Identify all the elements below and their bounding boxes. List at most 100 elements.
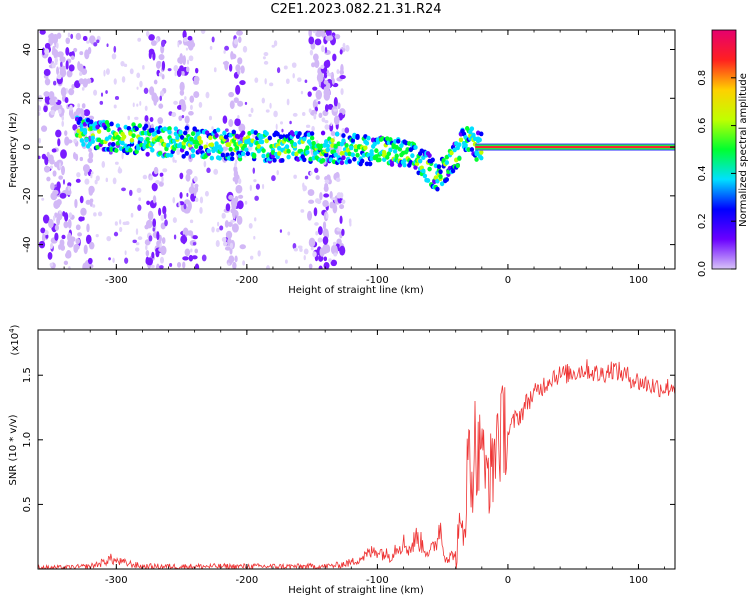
- spectrogram-noise-mark: [65, 87, 68, 94]
- spectrogram-noise-mark: [242, 260, 246, 266]
- spectrogram-noise-mark: [46, 151, 50, 158]
- spectrogram-ridge-mark: [466, 147, 471, 153]
- spectrogram-ridge-mark: [422, 173, 428, 179]
- spectrogram-noise-mark: [157, 117, 164, 125]
- spectrogram-ridge-mark: [84, 137, 89, 143]
- spectrogram-noise-mark: [129, 189, 133, 196]
- spectrogram-ridge-mark: [339, 160, 345, 166]
- spectrogram-noise-mark: [188, 110, 194, 116]
- spectrogram-noise-mark: [65, 37, 71, 45]
- spectrogram-noise-mark: [205, 92, 209, 98]
- spectrogram-noise-mark: [52, 170, 57, 177]
- spectrogram-ridge-mark: [96, 137, 102, 143]
- spectrogram-noise-mark: [319, 192, 323, 201]
- spectrogram-noise-mark: [52, 215, 56, 222]
- spectrogram-noise-mark: [78, 216, 84, 222]
- x-tick-label: -300: [105, 275, 128, 286]
- spectrogram-noise-mark: [52, 34, 59, 41]
- spectrogram-noise-mark: [123, 63, 128, 68]
- spectrogram-ridge-mark: [78, 116, 83, 122]
- spectrogram-ridge-mark: [137, 123, 143, 129]
- spectrogram-noise-mark: [57, 51, 64, 58]
- spectrogram-noise-mark: [88, 241, 95, 250]
- spectrogram-noise-mark: [49, 262, 54, 267]
- spectrogram-ridge-mark: [217, 155, 222, 161]
- spectrogram-ridge-mark: [226, 142, 232, 148]
- spectrogram-ridge-mark: [164, 146, 169, 152]
- spectrogram-noise-mark: [326, 35, 334, 41]
- spectrogram-noise-mark: [224, 45, 230, 51]
- spectrogram-ridge-mark: [197, 135, 202, 141]
- spectrogram-noise-mark: [239, 244, 246, 250]
- spectrogram-noise-mark: [310, 246, 314, 251]
- colorbar-tick-label: 0.2: [697, 213, 708, 229]
- spectrogram-noise-mark: [194, 197, 199, 203]
- spectrogram-noise-mark: [254, 195, 259, 201]
- spectrogram-noise-mark: [194, 248, 199, 254]
- spectrogram-ridge-mark: [355, 135, 360, 140]
- spectrogram-noise-mark: [56, 181, 61, 190]
- spectrogram-ridge-mark: [256, 148, 262, 154]
- spectrogram-ridge-mark: [438, 169, 443, 175]
- spectrogram-noise-mark: [43, 68, 51, 77]
- spectrogram-noise-mark: [227, 221, 233, 227]
- spectrogram-noise-mark: [313, 53, 319, 62]
- spectrogram-ridge-mark: [192, 126, 197, 132]
- spectrogram-noise-mark: [228, 194, 234, 200]
- spectrogram-noise-mark: [97, 211, 103, 217]
- spectrogram-noise-mark: [244, 101, 248, 105]
- spectrogram-noise-mark: [176, 68, 182, 77]
- spectrogram-ridge-mark: [198, 139, 204, 145]
- spectrogram-ridge-mark: [479, 131, 484, 137]
- spectrogram-noise-mark: [187, 35, 193, 41]
- spectrogram-noise-mark: [309, 49, 314, 56]
- spectrogram-noise-mark: [173, 65, 179, 72]
- spectrogram-noise-mark: [183, 203, 187, 210]
- spectrogram-ridge-mark: [219, 147, 224, 152]
- spectrogram-noise-mark: [153, 79, 158, 85]
- spectrogram-noise-mark: [108, 257, 111, 261]
- spectrogram-noise-mark: [284, 259, 288, 264]
- spectrogram-ridge-mark: [396, 138, 401, 144]
- spectrogram-noise-mark: [61, 115, 65, 121]
- spectrogram-noise-mark: [171, 112, 177, 118]
- spectrogram-noise-mark: [189, 95, 195, 103]
- spectrogram-noise-mark: [255, 183, 260, 190]
- spectrogram-noise-mark: [172, 156, 175, 163]
- spectrogram-ridge-mark: [194, 135, 199, 141]
- colorbar-gradient: [711, 29, 737, 270]
- spectrogram-noise-mark: [90, 173, 93, 179]
- spectrogram-ridge-mark: [439, 181, 445, 187]
- spectrogram-noise-mark: [75, 178, 81, 183]
- spectrogram-noise-mark: [47, 56, 52, 64]
- snr-x-ticks: -300 -200 -100 0 100: [37, 330, 665, 586]
- spectrogram-ridge-mark: [126, 125, 132, 131]
- spectrogram-ridge-mark: [206, 148, 211, 154]
- spectrogram-ridge-mark: [128, 147, 133, 153]
- spectrogram-ridge-mark: [157, 150, 163, 156]
- spectrogram-noise-mark: [307, 210, 313, 221]
- spectrogram-ridge-mark: [181, 144, 186, 150]
- spectrogram-noise-mark: [44, 42, 51, 50]
- spectrogram-noise-mark: [234, 176, 239, 185]
- spectrogram-noise-mark: [158, 103, 164, 109]
- spectrogram-noise-mark: [124, 250, 127, 256]
- spectrogram-noise-mark: [162, 205, 167, 215]
- spectrogram-noise-mark: [39, 30, 46, 35]
- spectrogram-noise-mark: [106, 236, 112, 242]
- spectrogram-noise-mark: [93, 42, 98, 47]
- spectrogram-ridge-mark: [189, 136, 194, 142]
- spectrogram-noise-mark: [54, 232, 59, 241]
- spectrogram-noise-mark: [235, 184, 243, 194]
- spectrogram-noise-mark: [176, 148, 181, 156]
- spectrogram-noise-mark: [345, 44, 350, 52]
- spectrogram-noise-mark: [308, 199, 315, 204]
- snr-y-label: SNR (10 * v/v): [8, 414, 19, 485]
- spectrogram-noise-mark: [79, 156, 84, 162]
- spectrogram-ridge-mark: [131, 133, 136, 139]
- spectrogram-noise-mark: [58, 108, 62, 114]
- spectrogram-noise-mark: [321, 117, 326, 123]
- spectrogram-noise-mark: [325, 30, 332, 37]
- spectrogram-ridge-mark: [397, 146, 403, 152]
